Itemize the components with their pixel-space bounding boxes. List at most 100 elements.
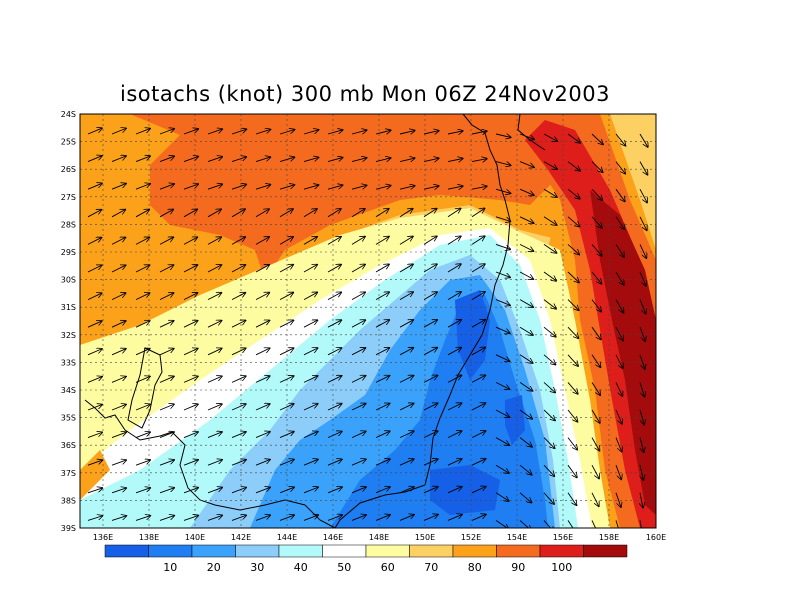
wind-arrow bbox=[279, 459, 294, 466]
wind-arrow bbox=[615, 188, 625, 201]
wind-arrow bbox=[207, 488, 222, 494]
wind-arrow bbox=[135, 321, 150, 328]
wind-arrow bbox=[591, 492, 599, 506]
wind-arrow bbox=[351, 320, 365, 328]
wind-arrow bbox=[183, 237, 197, 245]
wind-arrow bbox=[327, 515, 342, 521]
wind-arrow bbox=[231, 432, 246, 439]
wind-arrow bbox=[111, 432, 126, 439]
wind-arrow bbox=[87, 293, 102, 301]
wind-arrow bbox=[351, 209, 365, 218]
wind-arrow bbox=[255, 320, 269, 328]
wind-arrow bbox=[207, 209, 221, 218]
colorbar-label: 40 bbox=[294, 561, 308, 574]
wind-arrow bbox=[423, 131, 439, 134]
wind-arrow bbox=[111, 516, 126, 521]
wind-arrow bbox=[111, 156, 126, 163]
wind-arrow bbox=[351, 515, 366, 521]
colorbar-swatch bbox=[191, 544, 236, 558]
colorbar-label: 100 bbox=[551, 561, 572, 574]
wind-arrow bbox=[351, 130, 367, 135]
wind-arrow bbox=[135, 460, 150, 466]
wind-arrow bbox=[543, 299, 556, 309]
wind-arrow bbox=[231, 265, 245, 273]
wind-arrow bbox=[543, 520, 554, 528]
wind-arrow bbox=[183, 265, 197, 273]
wind-arrow bbox=[567, 161, 580, 171]
wind-arrow bbox=[279, 185, 294, 190]
wind-arrow bbox=[327, 459, 342, 466]
wind-arrow bbox=[183, 516, 198, 521]
wind-arrow bbox=[615, 354, 623, 368]
wind-arrow bbox=[111, 377, 126, 383]
wind-arrow bbox=[207, 293, 221, 301]
wind-arrow bbox=[423, 186, 439, 189]
wind-arrow bbox=[615, 299, 623, 313]
lat-label: 34S bbox=[61, 386, 76, 395]
wind-arrow bbox=[543, 216, 557, 225]
colorbar-swatch bbox=[322, 544, 367, 558]
wind-arrow bbox=[423, 376, 437, 383]
map-title: isotachs (knot) 300 mb Mon 06Z 24Nov2003 bbox=[120, 82, 610, 106]
wind-arrow bbox=[135, 210, 149, 218]
wind-arrow bbox=[567, 520, 576, 528]
wind-arrow bbox=[183, 432, 198, 439]
wind-arrow bbox=[423, 236, 437, 245]
wind-arrow bbox=[255, 487, 270, 494]
wind-arrow bbox=[471, 403, 485, 411]
wind-arrow bbox=[471, 320, 485, 328]
wind-arrow bbox=[519, 161, 534, 168]
wind-vectors bbox=[87, 128, 648, 528]
wind-arrow bbox=[447, 209, 461, 218]
wind-arrow bbox=[519, 133, 534, 139]
wind-arrow bbox=[471, 186, 487, 189]
lat-label: 24S bbox=[61, 110, 76, 119]
wind-arrow bbox=[495, 134, 511, 137]
lat-label: 26S bbox=[61, 165, 76, 174]
wind-arrow bbox=[231, 209, 245, 218]
wind-arrow bbox=[279, 348, 293, 356]
wind-arrow bbox=[543, 188, 557, 197]
wind-arrow bbox=[423, 515, 438, 521]
lat-label: 38S bbox=[61, 496, 76, 505]
wind-arrow bbox=[255, 157, 270, 163]
wind-arrow bbox=[87, 128, 102, 135]
wind-arrow bbox=[591, 188, 602, 200]
wind-arrow bbox=[327, 320, 341, 328]
wind-arrow bbox=[207, 460, 222, 466]
wind-arrow bbox=[640, 492, 643, 508]
colorbar-label: 20 bbox=[207, 561, 221, 574]
wind-arrow bbox=[207, 184, 222, 190]
wind-arrow bbox=[327, 376, 341, 383]
wind-arrow bbox=[327, 487, 342, 494]
colorbar-swatch bbox=[235, 544, 280, 558]
wind-arrow bbox=[423, 348, 437, 356]
colorbar-swatch bbox=[452, 544, 497, 558]
wind-arrow bbox=[135, 404, 150, 411]
wind-arrow bbox=[519, 243, 533, 251]
wind-arrow bbox=[87, 460, 102, 466]
wind-arrow bbox=[447, 431, 462, 439]
wind-arrow bbox=[183, 209, 197, 218]
wind-arrow bbox=[351, 376, 365, 383]
wind-arrow bbox=[183, 404, 198, 411]
lon-label: 160E bbox=[646, 533, 666, 542]
wind-arrow bbox=[543, 271, 556, 281]
wind-arrow bbox=[519, 216, 534, 223]
map-frame bbox=[79, 113, 657, 529]
wind-arrow bbox=[567, 464, 577, 477]
wind-arrow bbox=[87, 405, 102, 411]
wind-arrow bbox=[639, 437, 644, 453]
wind-arrow bbox=[351, 264, 365, 273]
lat-label: 36S bbox=[61, 441, 76, 450]
wind-arrow bbox=[375, 130, 391, 134]
colorbar-swatch bbox=[148, 544, 193, 558]
lon-label: 148E bbox=[369, 533, 389, 542]
lon-label: 142E bbox=[231, 533, 251, 542]
wind-arrow bbox=[135, 293, 149, 301]
wind-arrow bbox=[159, 129, 174, 135]
wind-arrow bbox=[519, 188, 534, 195]
wind-arrow bbox=[135, 377, 150, 383]
wind-arrow bbox=[639, 161, 647, 175]
lat-label: 28S bbox=[61, 220, 76, 229]
